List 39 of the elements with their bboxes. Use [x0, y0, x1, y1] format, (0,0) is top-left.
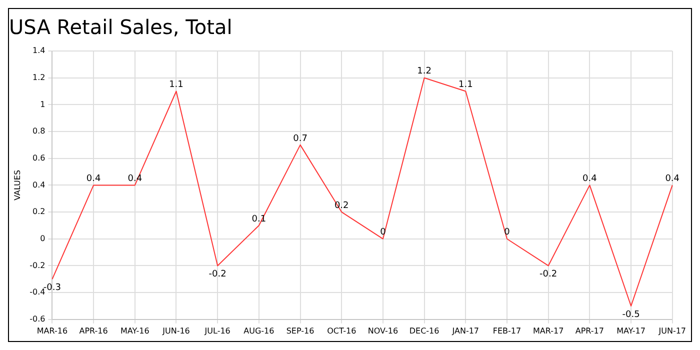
- data-label: -0.2: [540, 270, 558, 280]
- chart-title: USA Retail Sales, Total: [9, 15, 232, 40]
- y-tick-label: -0.4: [30, 288, 46, 297]
- y-tick-label: 0.8: [32, 126, 46, 136]
- data-label: 1.1: [458, 80, 473, 90]
- x-tick-label: SEP-16: [286, 326, 314, 336]
- x-tick-label: DEC-16: [409, 326, 440, 336]
- data-label: 0.7: [293, 134, 308, 144]
- y-tick-label: 1: [40, 100, 46, 109]
- data-label: 0.4: [86, 174, 101, 184]
- y-tick-label: 0: [40, 234, 46, 243]
- y-tick-label: -0.2: [30, 260, 46, 270]
- x-tick-label: MAR-17: [532, 326, 564, 336]
- y-tick-label: 1.2: [32, 72, 46, 82]
- x-tick-label: JUL-16: [204, 326, 230, 336]
- y-tick-label: -0.6: [30, 314, 46, 324]
- x-tick-label: JAN-17: [451, 326, 480, 336]
- x-tick-label: OCT-16: [327, 326, 356, 336]
- x-tick-label: FEB-17: [492, 326, 522, 336]
- data-label: -0.2: [208, 270, 226, 280]
- x-tick-label: MAY-16: [120, 326, 150, 336]
- y-tick-label: 0.2: [32, 207, 46, 216]
- x-tick-label: JUN-16: [162, 326, 190, 336]
- x-tick-label: JUN-17: [658, 326, 686, 336]
- x-tick-label: NOV-16: [368, 326, 398, 336]
- x-tick-label: MAR-16: [36, 326, 68, 336]
- data-label: -0.5: [622, 310, 640, 320]
- y-tick-label: 0.4: [32, 180, 46, 190]
- x-tick-label: APR-16: [79, 326, 108, 336]
- data-label: 0.4: [665, 174, 680, 184]
- x-tick-label: MAY-17: [616, 326, 646, 336]
- x-tick-label: APR-17: [575, 326, 604, 336]
- x-tick-label: AUG-16: [244, 326, 274, 336]
- data-label: 0.4: [582, 174, 598, 184]
- y-tick-label: 1.4: [32, 46, 46, 56]
- data-label: 1.1: [169, 80, 184, 90]
- y-axis-title: VALUES: [12, 170, 22, 200]
- y-tick-label: 0.6: [32, 153, 46, 162]
- data-label: 1.2: [417, 66, 432, 77]
